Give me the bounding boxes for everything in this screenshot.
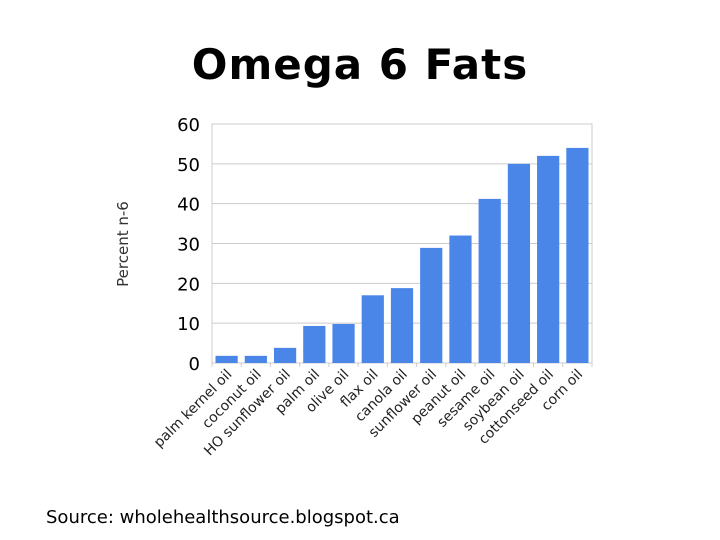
y-tick-label: 60: [177, 115, 200, 136]
bar: [566, 147, 589, 363]
bar: [390, 288, 414, 363]
slide-title: Omega 6 Fats: [191, 40, 529, 89]
y-axis-label: Percent n-6: [114, 201, 132, 287]
bar: [273, 347, 297, 363]
bar: [537, 155, 560, 363]
bar: [332, 323, 355, 363]
y-tick-label: 10: [177, 314, 200, 335]
y-axis-ticks: 0 10 20 30 40 50 60: [177, 115, 200, 375]
bars: [215, 147, 589, 363]
bar: [215, 355, 238, 363]
y-tick-label: 40: [177, 195, 200, 216]
y-tick-label: 50: [177, 155, 200, 176]
bar: [303, 325, 326, 363]
source-citation: Source: wholehealthsource.blogspot.ca: [46, 507, 400, 528]
y-tick-label: 30: [177, 235, 200, 256]
y-tick-label: 20: [177, 274, 200, 295]
bar: [449, 235, 472, 363]
bar: [507, 163, 531, 363]
bar: [244, 355, 267, 363]
y-tick-label: 0: [189, 354, 200, 375]
bar: [361, 295, 384, 363]
bar: [420, 247, 443, 363]
bar: [478, 198, 501, 363]
